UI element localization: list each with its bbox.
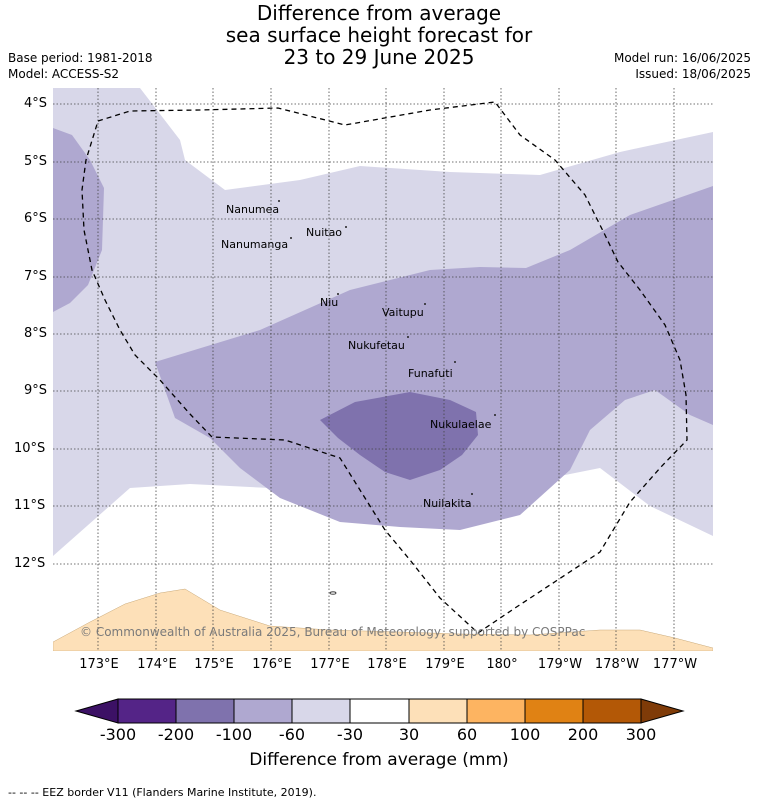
colorbar-label: Difference from average (mm) [249,750,509,770]
place-label-vaitupu: Vaitupu [382,306,424,319]
colorbar-tick: -200 [157,725,195,744]
base-period: Base period: 1981-2018 [8,51,153,65]
grid-lines [53,88,713,651]
colorbar-tick: -300 [99,725,137,744]
lon-label: 175°E [194,657,234,672]
lon-label: 176°E [252,657,292,672]
model-name: Model: ACCESS-S2 [8,67,120,81]
colorbar [74,698,685,724]
issued-date: Issued: 18/06/2025 [635,67,751,81]
lat-label: 5°S [24,154,48,169]
contour-positive-south [53,588,713,651]
place-label-nukulaelae: Nukulaelae [430,418,492,431]
colorbar-tick: 60 [456,725,478,744]
colorbar-tick: 100 [509,725,541,744]
lat-label: 12°S [14,556,46,571]
colorbar-tick: 200 [567,725,599,744]
place-label-nuilakita: Nuilakita [423,497,472,510]
place-label-nuitao: Nuitao [306,226,343,239]
colorbar-tick: 300 [625,725,657,744]
lat-label: 7°S [24,269,48,284]
colorbar-tick: -60 [278,725,306,744]
lon-label: 179°E [425,657,465,672]
contour-medium-purple [155,186,713,530]
lon-label: 178°E [367,657,407,672]
lon-label: 177°E [310,657,350,672]
colorbar-tick: -100 [215,725,253,744]
lon-label: 174°E [137,657,177,672]
place-label-nanumanga: Nanumanga [221,238,289,251]
lat-label: 9°S [24,383,48,398]
colorbar-tick: 30 [398,725,420,744]
lon-label: 179°W [537,657,583,672]
eez-footnote: -- -- -- EEZ border V11 (Flanders Marine… [8,786,317,799]
place-label-funafuti: Funafuti [408,367,453,380]
model-run: Model run: 16/06/2025 [613,51,751,65]
title-line-2: sea surface height forecast for [225,23,533,47]
place-label-niu: Niu [320,296,339,309]
lon-label: 177°W [652,657,698,672]
lon-label: 180° [486,657,518,672]
place-label-nukufetau: Nukufetau [348,339,405,352]
island-markers [278,200,496,595]
colorbar-tick: -30 [336,725,364,744]
place-label-nanumea: Nanumea [226,203,280,216]
eez-border [81,101,688,634]
lat-label: 8°S [24,326,48,341]
copyright-notice: © Commonwealth of Australia 2025, Bureau… [80,625,586,639]
lon-label: 173°E [79,657,119,672]
lat-label: 11°S [14,498,46,513]
lat-label: 6°S [24,211,48,226]
title-line-3: 23 to 29 June 2025 [283,45,475,69]
title-line-1: Difference from average [256,1,502,25]
lon-label: 178°W [594,657,640,672]
lat-label: 10°S [14,441,46,456]
lat-label: 4°S [24,96,48,111]
contour-dark-purple [320,392,478,480]
